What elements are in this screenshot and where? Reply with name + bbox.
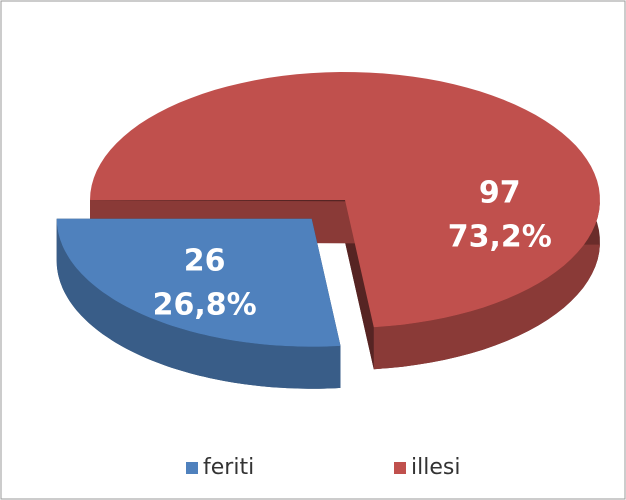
value-label: 97 xyxy=(479,176,521,211)
slice-side xyxy=(56,218,341,389)
legend-label: illesi xyxy=(411,455,460,480)
percent-label: 26,8% xyxy=(153,288,257,323)
slice xyxy=(56,218,341,347)
legend-swatch xyxy=(394,462,406,474)
slice xyxy=(90,72,600,328)
legend-label: feriti xyxy=(203,455,254,480)
slice xyxy=(56,218,341,389)
value-label: 26 xyxy=(184,244,226,279)
percent-label: 73,2% xyxy=(448,220,552,255)
legend-swatch xyxy=(186,462,198,474)
